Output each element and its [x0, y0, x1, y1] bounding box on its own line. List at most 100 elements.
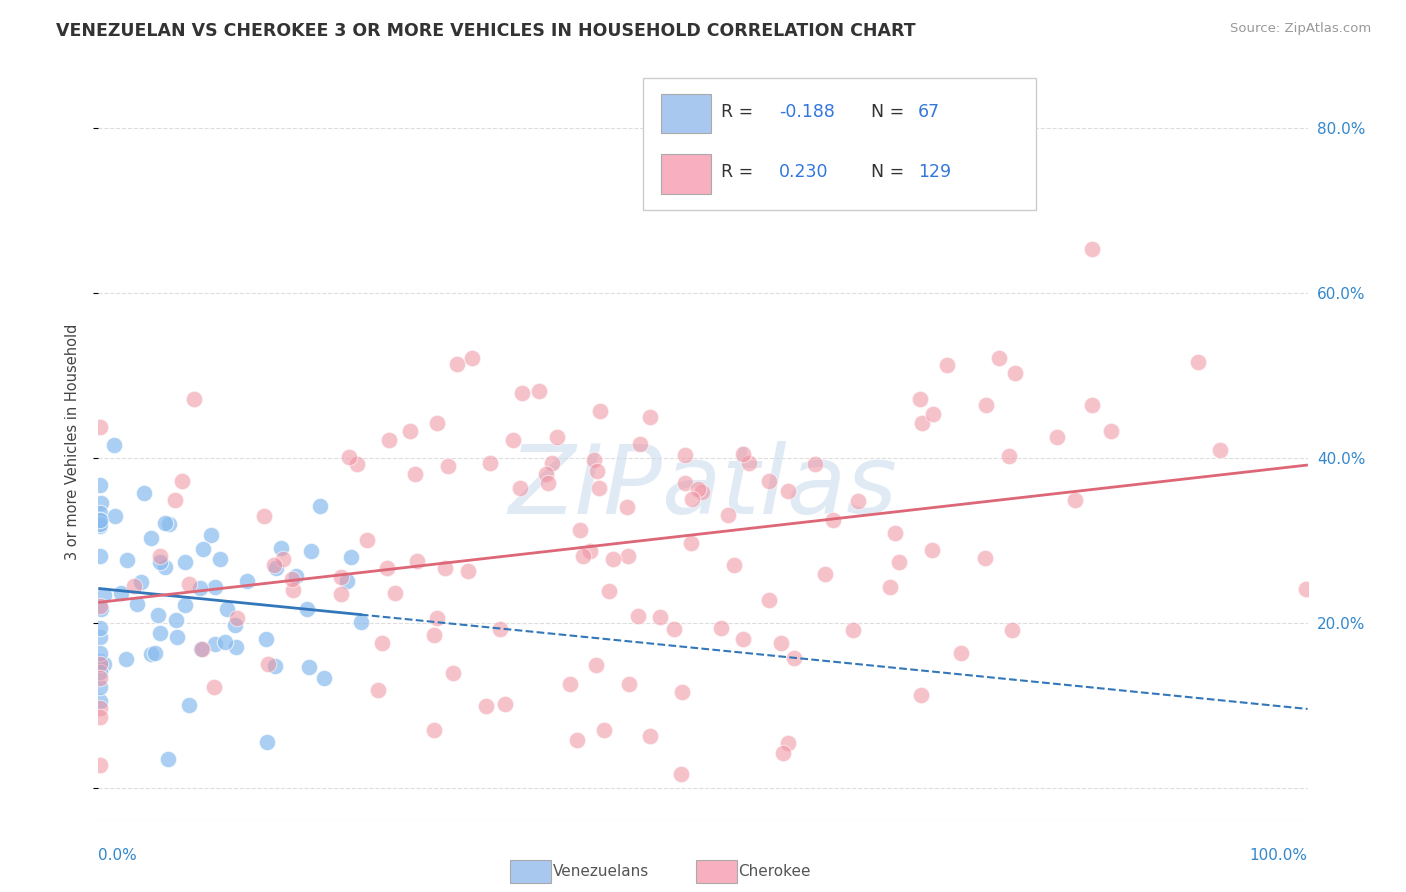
Point	[173, 555, 195, 569]
Point	[679, 535, 702, 549]
Point	[308, 499, 330, 513]
Point	[89, 519, 111, 533]
Point	[204, 636, 226, 650]
Point	[90, 602, 112, 616]
Point	[329, 570, 352, 584]
Text: 100.0%: 100.0%	[1250, 847, 1308, 863]
Text: N =: N =	[860, 163, 910, 181]
Point	[204, 680, 226, 694]
Point	[509, 481, 531, 495]
Point	[89, 631, 111, 645]
Point	[1099, 424, 1122, 438]
Point	[1081, 398, 1104, 412]
Point	[602, 551, 624, 566]
Point	[89, 657, 111, 672]
Point	[681, 491, 703, 506]
Point	[127, 598, 149, 612]
Point	[583, 453, 606, 467]
Point	[426, 611, 449, 625]
Point	[281, 572, 304, 586]
Point	[165, 492, 187, 507]
Point	[588, 481, 610, 495]
Text: 129: 129	[918, 163, 952, 181]
Point	[350, 615, 373, 630]
Point	[1209, 442, 1232, 457]
Point	[215, 601, 238, 615]
Point	[153, 516, 176, 531]
Point	[589, 404, 612, 418]
Point	[264, 659, 287, 673]
Point	[502, 433, 524, 447]
Point	[546, 430, 568, 444]
Point	[299, 544, 322, 558]
Point	[340, 549, 363, 564]
Point	[1046, 430, 1069, 444]
Point	[89, 671, 111, 685]
Point	[423, 627, 446, 641]
Point	[89, 419, 111, 434]
Point	[370, 636, 392, 650]
Point	[270, 541, 292, 556]
Point	[89, 709, 111, 723]
Point	[565, 732, 588, 747]
Point	[149, 555, 172, 569]
Point	[527, 384, 550, 399]
FancyBboxPatch shape	[661, 94, 711, 133]
Point	[426, 416, 449, 430]
Point	[89, 599, 111, 613]
Point	[973, 550, 995, 565]
Point	[399, 425, 422, 439]
Text: -0.188: -0.188	[779, 103, 835, 120]
Point	[226, 611, 249, 625]
Point	[204, 580, 226, 594]
Point	[579, 544, 602, 558]
Point	[89, 513, 111, 527]
Point	[183, 392, 205, 407]
Point	[236, 574, 259, 588]
Point	[89, 646, 111, 660]
Point	[337, 450, 360, 465]
Point	[188, 581, 211, 595]
Point	[214, 635, 236, 649]
Point	[478, 456, 501, 470]
Point	[115, 651, 138, 665]
Text: VENEZUELAN VS CHEROKEE 3 OR MORE VEHICLES IN HOUSEHOLD CORRELATION CHART: VENEZUELAN VS CHEROKEE 3 OR MORE VEHICLE…	[56, 22, 915, 40]
Point	[461, 351, 484, 365]
Point	[177, 577, 200, 591]
Point	[89, 549, 111, 564]
Point	[441, 666, 464, 681]
Point	[356, 533, 378, 547]
Point	[627, 609, 650, 624]
Point	[921, 542, 943, 557]
Point	[998, 449, 1021, 463]
Point	[628, 437, 651, 451]
Y-axis label: 3 or more Vehicles in Household: 3 or more Vehicles in Household	[65, 324, 80, 559]
Point	[110, 586, 132, 600]
Point	[560, 677, 582, 691]
Point	[803, 457, 825, 471]
Text: 0.230: 0.230	[779, 163, 828, 181]
Point	[776, 736, 799, 750]
Point	[616, 549, 638, 564]
Point	[149, 626, 172, 640]
Point	[263, 558, 285, 573]
Point	[772, 746, 794, 760]
Point	[1004, 366, 1026, 380]
Point	[90, 496, 112, 510]
Point	[208, 552, 231, 566]
Point	[568, 523, 591, 537]
Point	[586, 464, 609, 478]
Point	[922, 407, 945, 421]
Point	[783, 650, 806, 665]
Point	[384, 586, 406, 600]
Point	[405, 554, 427, 568]
Point	[671, 767, 693, 781]
Point	[346, 457, 368, 471]
Point	[1001, 623, 1024, 637]
Point	[129, 575, 152, 590]
Point	[132, 486, 155, 500]
Point	[143, 646, 166, 660]
Point	[89, 694, 111, 708]
Point	[191, 641, 214, 656]
Point	[690, 484, 713, 499]
